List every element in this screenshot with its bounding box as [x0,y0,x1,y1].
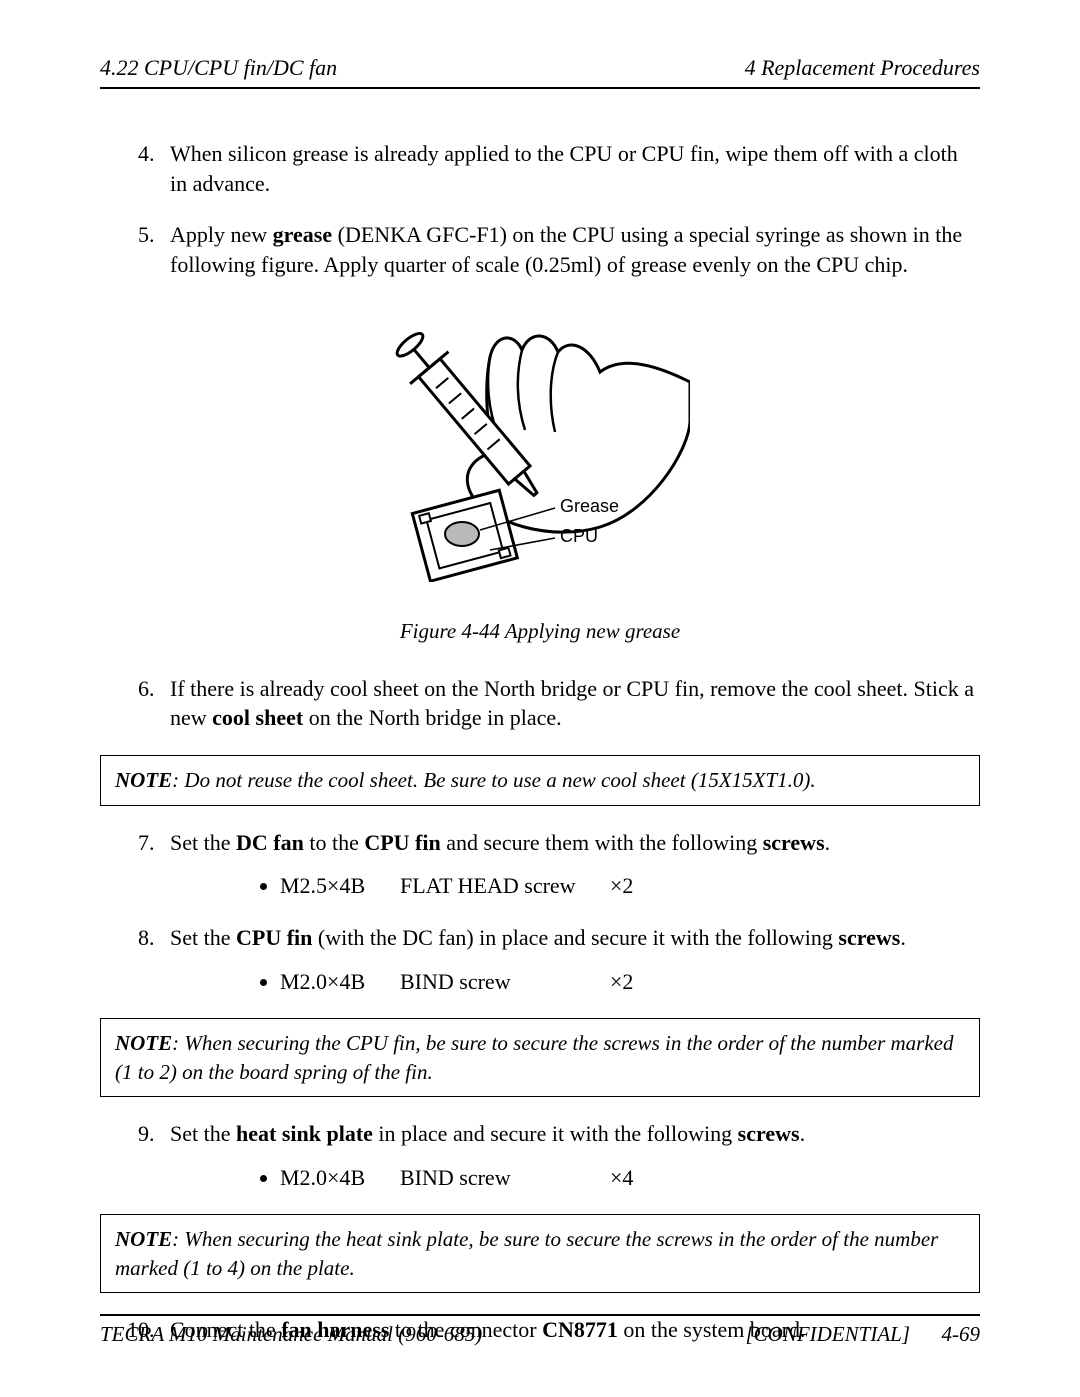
header-left: 4.22 CPU/CPU fin/DC fan [100,55,337,81]
step-9: Set the heat sink plate in place and sec… [160,1119,980,1192]
figure-caption: Figure 4-44 Applying new grease [100,617,980,645]
screw-row-3: M2.0×4BBIND screw×4 [280,1163,980,1193]
note-2: NOTE: When securing the CPU fin, be sure… [100,1018,980,1097]
footer-left: TECRA M10 Maintenance Manual (960-685) [100,1322,482,1347]
figure-label-grease: Grease [560,496,619,516]
note-1: NOTE: Do not reuse the cool sheet. Be su… [100,755,980,805]
step-7: Set the DC fan to the CPU fin and secure… [160,828,980,901]
figure-applying-grease: Grease CPU [100,302,980,590]
step-8: Set the CPU fin (with the DC fan) in pla… [160,923,980,996]
screw-row-2: M2.0×4BBIND screw×2 [280,967,980,997]
note-3: NOTE: When securing the heat sink plate,… [100,1214,980,1293]
figure-label-cpu: CPU [560,526,598,546]
footer-center: [CONFIDENTIAL] [745,1322,910,1346]
header-right: 4 Replacement Procedures [745,55,980,81]
step-6: If there is already cool sheet on the No… [160,674,980,733]
screw-row-1: M2.5×4BFLAT HEAD screw×2 [280,871,980,901]
footer-page: 4-69 [942,1322,981,1346]
step-4: When silicon grease is already applied t… [160,139,980,198]
step-5: Apply new grease (DENKA GFC-F1) on the C… [160,220,980,279]
